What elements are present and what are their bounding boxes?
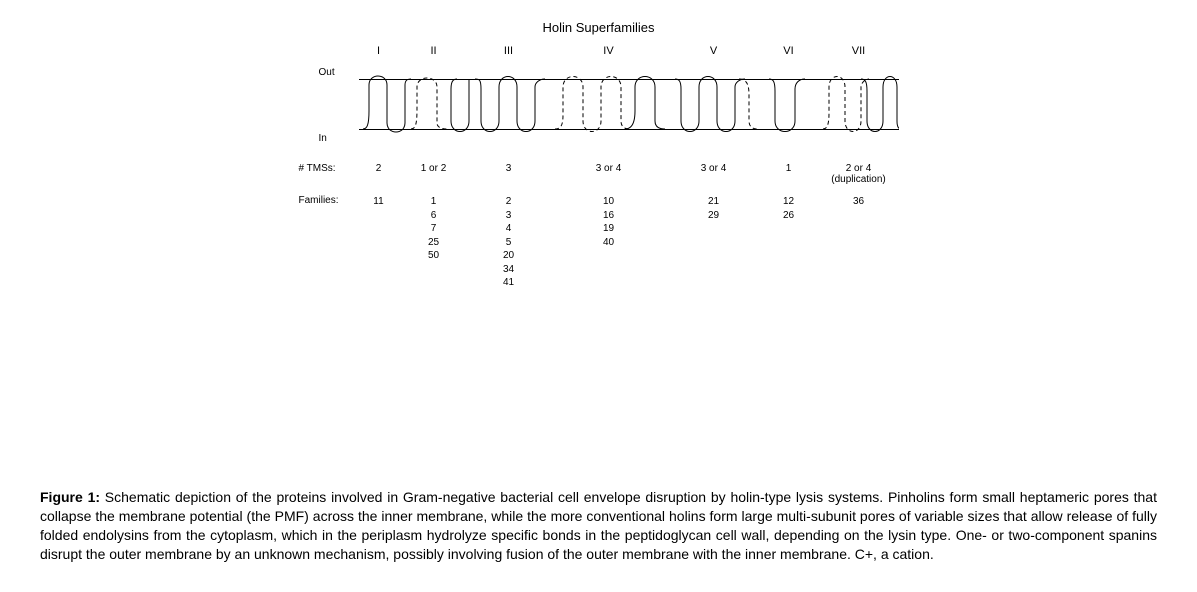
family-id: 34 (503, 263, 514, 277)
family-id: 50 (428, 249, 439, 263)
tms-cell: 1 (759, 163, 819, 185)
data-rows: # TMSs: 21 or 233 or 43 or 412 or 4 (dup… (299, 163, 899, 290)
tms-path (739, 79, 757, 129)
tms-path (363, 76, 411, 132)
tms-cell: 3 or 4 (549, 163, 669, 185)
col-head-IV: IV (549, 45, 669, 57)
tms-row-label: # TMSs: (299, 163, 359, 174)
tms-cell: 1 or 2 (399, 163, 469, 185)
tms-path (555, 77, 629, 132)
tms-cell: 3 or 4 (669, 163, 759, 185)
col-head-III: III (469, 45, 549, 57)
family-id: 11 (373, 195, 383, 209)
tms-path (411, 78, 447, 129)
tms-path (625, 77, 665, 130)
caption-text: Schematic depiction of the proteins invo… (40, 489, 1157, 562)
col-head-VI: VI (759, 45, 819, 57)
tms-path (475, 77, 545, 132)
tms-path (823, 77, 869, 132)
families-cell: 2129 (669, 195, 759, 290)
family-id: 1 (431, 195, 437, 209)
membrane-diagram: Out In (359, 61, 899, 151)
families-cell: 2345203441 (469, 195, 549, 290)
tms-path (675, 77, 745, 132)
family-id: 19 (603, 222, 614, 236)
tms-path (451, 79, 469, 132)
figure-title: Holin Superfamilies (299, 20, 899, 35)
caption-lead: Figure 1: (40, 489, 100, 505)
families-cell: 1672550 (399, 195, 469, 290)
tms-path (861, 77, 899, 132)
tms-cell: 2 or 4 (duplication) (819, 163, 899, 185)
family-id: 6 (431, 209, 437, 223)
tms-cell: 2 (359, 163, 399, 185)
family-id: 5 (506, 236, 512, 250)
families-cell: 11 (359, 195, 399, 290)
family-id: 20 (503, 249, 514, 263)
column-headers: IIIIIIIVVVIVII (359, 45, 899, 57)
family-id: 16 (603, 209, 614, 223)
figure-caption: Figure 1: Schematic depiction of the pro… (40, 488, 1157, 564)
family-id: 26 (783, 209, 794, 223)
in-label: In (319, 133, 327, 144)
family-id: 10 (603, 195, 614, 209)
family-id: 7 (431, 222, 437, 236)
tms-curves (359, 61, 899, 151)
tms-path (769, 79, 805, 132)
col-head-I: I (359, 45, 399, 57)
col-head-VII: VII (819, 45, 899, 57)
family-id: 4 (506, 222, 512, 236)
col-head-II: II (399, 45, 469, 57)
families-cell: 36 (819, 195, 899, 290)
family-id: 21 (708, 195, 719, 209)
family-id: 12 (783, 195, 794, 209)
holin-figure: Holin Superfamilies IIIIIIIVVVIVII Out I… (299, 20, 899, 290)
family-id: 25 (428, 236, 439, 250)
col-head-V: V (669, 45, 759, 57)
out-label: Out (319, 67, 335, 78)
family-id: 2 (506, 195, 512, 209)
tms-cell: 3 (469, 163, 549, 185)
family-id: 29 (708, 209, 719, 223)
families-row: Families: 111672550234520344110161940212… (299, 195, 899, 290)
family-id: 41 (503, 276, 514, 290)
family-id: 40 (603, 236, 614, 250)
family-id: 3 (506, 209, 512, 223)
families-cell: 1226 (759, 195, 819, 290)
tms-row: # TMSs: 21 or 233 or 43 or 412 or 4 (dup… (299, 163, 899, 185)
families-cell: 10161940 (549, 195, 669, 290)
families-row-label: Families: (299, 195, 359, 206)
family-id: 36 (853, 195, 864, 209)
